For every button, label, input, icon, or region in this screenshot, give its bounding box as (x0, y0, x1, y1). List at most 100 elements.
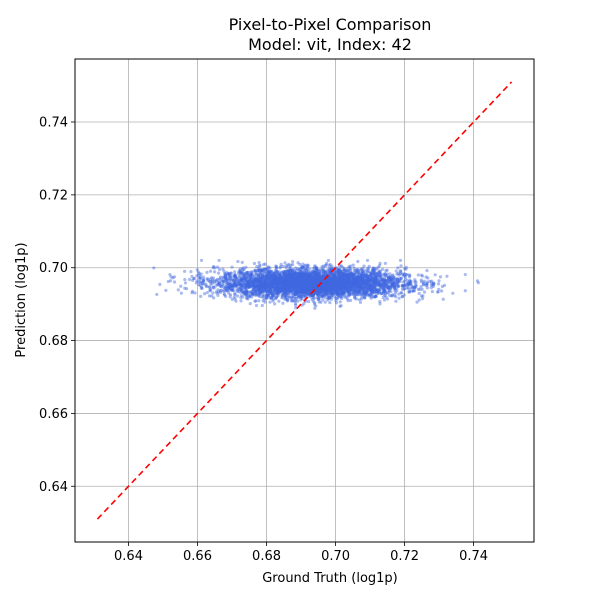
scatter-point (356, 276, 361, 281)
scatter-point (226, 289, 230, 293)
scatter-point (337, 282, 341, 286)
scatter-point (354, 277, 358, 281)
scatter-point (361, 286, 365, 291)
scatter-point (287, 291, 291, 295)
scatter-point (245, 282, 249, 287)
scatter-point (300, 266, 304, 270)
scatter-point (266, 265, 270, 269)
scatter-point (326, 284, 330, 288)
scatter-point (251, 279, 255, 284)
scatter-point (218, 290, 223, 294)
scatter-point (192, 276, 197, 280)
scatter-point (278, 266, 282, 270)
scatter-point (398, 272, 403, 276)
scatter-point (366, 285, 371, 289)
scatter-point (306, 292, 310, 296)
scatter-point (233, 282, 237, 286)
scatter-point (236, 259, 240, 264)
scatter-point (365, 280, 370, 284)
scatter-point (222, 279, 226, 284)
scatter-point (193, 291, 197, 295)
scatter-point (308, 277, 312, 281)
scatter-point (264, 296, 269, 300)
scatter-point (328, 278, 332, 282)
scatter-point (307, 277, 311, 282)
scatter-point (361, 267, 365, 271)
scatter-point (229, 275, 233, 279)
scatter-point (283, 287, 287, 291)
scatter-point (406, 281, 410, 286)
scatter-point (353, 281, 357, 285)
scatter-point (475, 279, 480, 283)
scatter-point (240, 281, 244, 285)
scatter-point (333, 271, 338, 275)
scatter-point (368, 270, 372, 274)
scatter-point (387, 286, 391, 290)
scatter-point (239, 299, 243, 303)
scatter-point (271, 294, 275, 298)
scatter-point (312, 278, 316, 282)
scatter-point (319, 290, 323, 294)
scatter-point (322, 281, 326, 285)
scatter-point (286, 289, 290, 293)
scatter-point (386, 291, 391, 295)
scatter-point (363, 292, 367, 296)
scatter-point (381, 273, 386, 277)
scatter-point (386, 278, 390, 282)
scatter-point (405, 279, 409, 283)
scatter-point (393, 293, 397, 297)
scatter-point (338, 293, 342, 298)
scatter-point (250, 291, 255, 295)
scatter-point (384, 268, 388, 273)
scatter-point (311, 280, 315, 284)
scatter-point (276, 277, 280, 282)
scatter-point (346, 269, 351, 273)
scatter-point (396, 271, 400, 275)
scatter-point (327, 277, 331, 281)
scatter-point (342, 278, 346, 282)
scatter-point (305, 277, 310, 281)
scatter-point (313, 274, 318, 278)
scatter-point (266, 279, 271, 284)
scatter-point (372, 279, 376, 283)
scatter-point (306, 279, 310, 283)
scatter-point (374, 294, 378, 299)
scatter-point (281, 279, 285, 284)
scatter-point (358, 300, 363, 304)
scatter-point (264, 275, 268, 279)
scatter-point (277, 270, 282, 274)
y-tick-label: 0.72 (39, 188, 68, 203)
scatter-point (343, 285, 347, 289)
scatter-point (357, 276, 361, 280)
scatter-point (353, 276, 357, 280)
scatter-point (297, 277, 301, 281)
scatter-point (414, 282, 418, 286)
scatter-point (341, 269, 345, 273)
scatter-point (334, 282, 338, 286)
scatter-point (293, 301, 298, 306)
scatter-point (254, 282, 258, 287)
scatter-point (355, 275, 359, 279)
scatter-point (253, 284, 257, 288)
scatter-point (360, 285, 364, 289)
scatter-point (329, 282, 333, 287)
scatter-point (317, 278, 321, 282)
scatter-point (407, 290, 412, 294)
scatter-point (366, 277, 370, 281)
scatter-point (329, 272, 333, 276)
scatter-point (304, 278, 309, 282)
scatter-point (297, 272, 301, 276)
scatter-point (366, 288, 371, 292)
scatter-point (223, 286, 227, 290)
scatter-point (328, 270, 332, 274)
scatter-point (334, 270, 339, 274)
scatter-point (327, 283, 331, 287)
scatter-point (355, 293, 359, 297)
scatter-point (360, 286, 364, 290)
scatter-point (327, 276, 331, 280)
scatter-point (260, 269, 264, 273)
scatter-point (190, 274, 194, 279)
scatter-point (360, 279, 364, 283)
scatter-point (244, 276, 248, 280)
scatter-point (251, 292, 255, 296)
